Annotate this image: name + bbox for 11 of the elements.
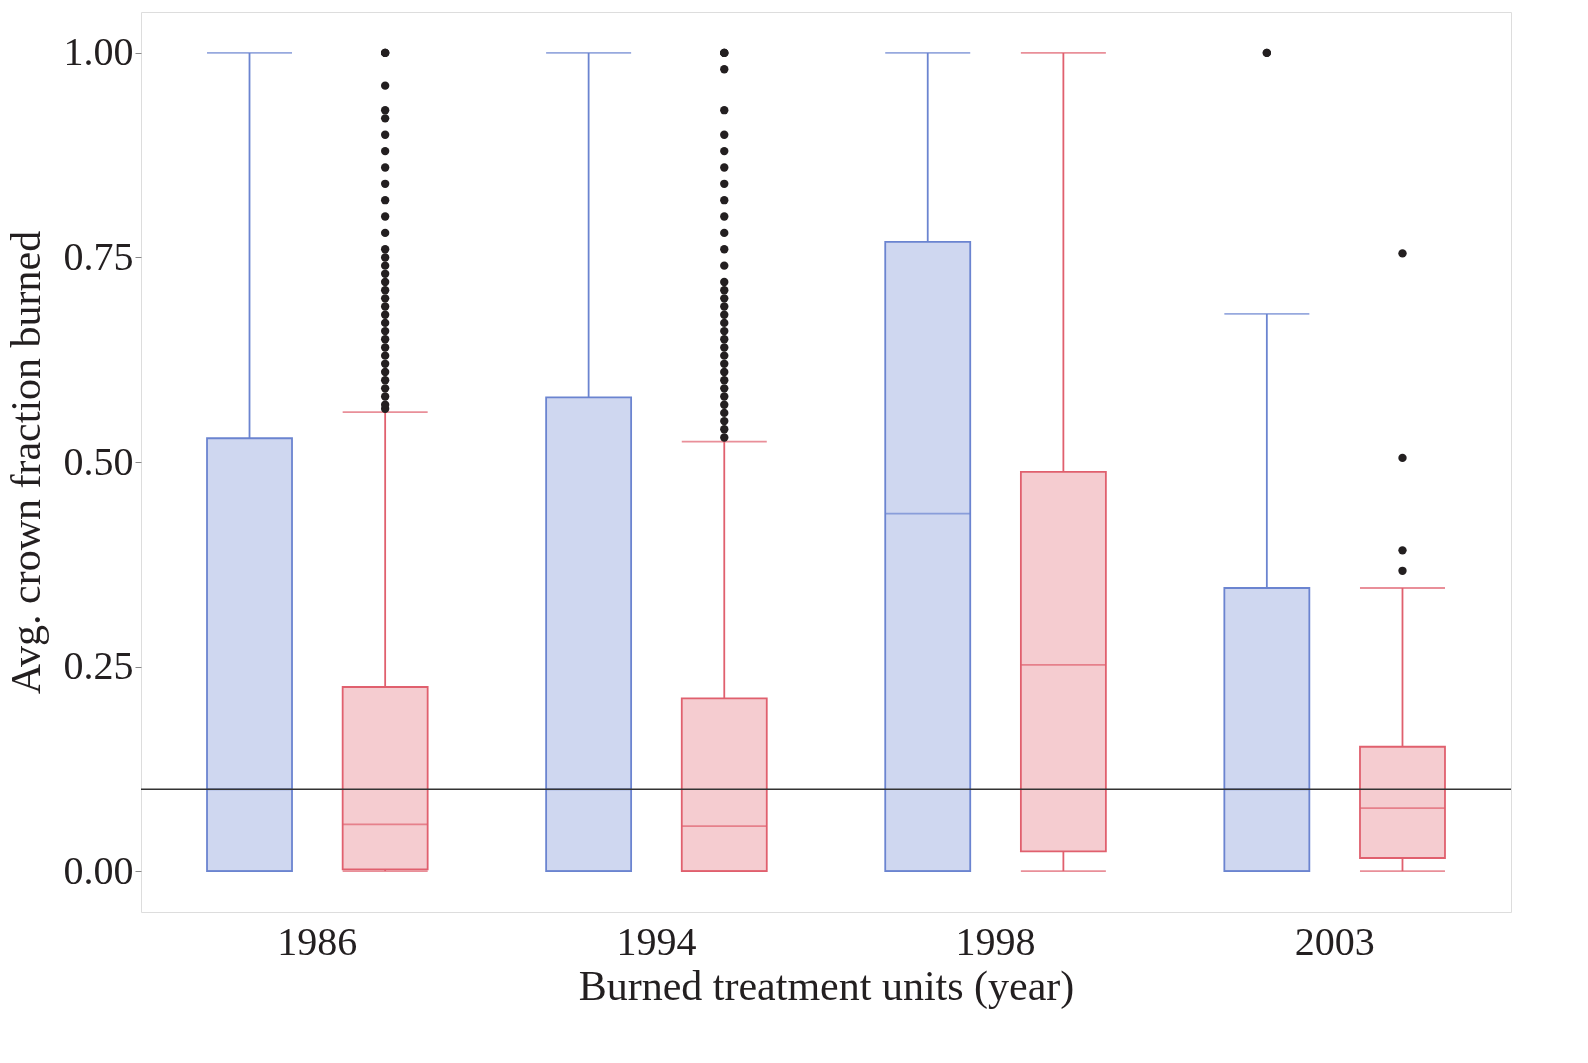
x-tick-label: 1998 [955, 918, 1036, 964]
x-axis-title: Burned treatment units (year) [578, 962, 1075, 1010]
y-tick-label: 0.75 [63, 233, 134, 279]
x-tick-label: 1994 [616, 918, 697, 964]
x-tick-label: 2003 [1294, 918, 1375, 964]
x-tick-label: 1986 [277, 918, 358, 964]
y-tick-label: 0.50 [63, 438, 134, 484]
y-tick-label: 1.00 [63, 29, 134, 75]
y-tick-label: 0.25 [63, 643, 134, 689]
y-axis-title: Avg. crown fraction burned [2, 230, 49, 695]
y-tick-label: 0.00 [63, 847, 134, 893]
